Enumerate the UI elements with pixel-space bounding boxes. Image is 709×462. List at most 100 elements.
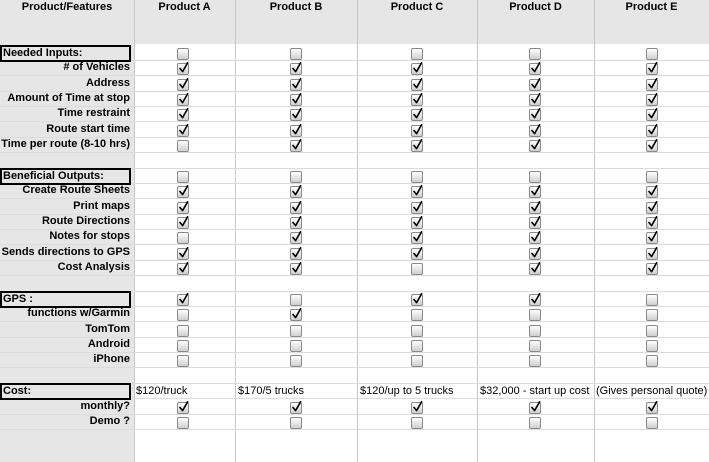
checked-checkbox[interactable] (177, 185, 189, 198)
unchecked-checkbox[interactable] (177, 171, 189, 183)
unchecked-checkbox[interactable] (177, 309, 189, 321)
row-label[interactable]: Address (85, 77, 130, 89)
checked-checkbox[interactable] (411, 139, 423, 152)
unchecked-checkbox[interactable] (411, 263, 423, 275)
checked-checkbox[interactable] (177, 93, 189, 106)
cost-cell-c[interactable]: $120/up to 5 trucks (360, 385, 454, 397)
row-label[interactable]: Time per route (8-10 hrs) (1, 138, 130, 150)
checked-checkbox[interactable] (177, 293, 189, 306)
checked-checkbox[interactable] (177, 216, 189, 229)
cost-cell-b[interactable]: $170/5 trucks (238, 385, 305, 397)
checked-checkbox[interactable] (646, 201, 658, 214)
checked-checkbox[interactable] (177, 78, 189, 91)
unchecked-checkbox[interactable] (290, 355, 302, 367)
checked-checkbox[interactable] (529, 201, 541, 214)
row-label[interactable]: functions w/Garmin (27, 307, 130, 319)
checked-checkbox[interactable] (411, 62, 423, 75)
checked-checkbox[interactable] (290, 231, 302, 244)
unchecked-checkbox[interactable] (411, 355, 423, 367)
unchecked-checkbox[interactable] (646, 48, 658, 60)
row-label[interactable]: Print maps (73, 200, 130, 212)
checked-checkbox[interactable] (646, 262, 658, 275)
checked-checkbox[interactable] (646, 93, 658, 106)
checked-checkbox[interactable] (177, 62, 189, 75)
checked-checkbox[interactable] (290, 262, 302, 275)
unchecked-checkbox[interactable] (646, 309, 658, 321)
checked-checkbox[interactable] (290, 401, 302, 414)
checked-checkbox[interactable] (529, 108, 541, 121)
unchecked-checkbox[interactable] (646, 417, 658, 429)
column-header-features[interactable]: Product/Features (21, 1, 113, 13)
unchecked-checkbox[interactable] (290, 340, 302, 352)
checked-checkbox[interactable] (411, 124, 423, 137)
checked-checkbox[interactable] (290, 247, 302, 260)
row-label[interactable]: iPhone (93, 353, 130, 365)
row-label[interactable]: Sends directions to GPS (1, 246, 130, 258)
checked-checkbox[interactable] (646, 139, 658, 152)
checked-checkbox[interactable] (529, 216, 541, 229)
checked-checkbox[interactable] (529, 139, 541, 152)
section-header[interactable]: Beneficial Outputs: (0, 168, 131, 185)
checked-checkbox[interactable] (646, 185, 658, 198)
column-header-d[interactable]: Product D (509, 1, 562, 13)
checked-checkbox[interactable] (411, 293, 423, 306)
unchecked-checkbox[interactable] (290, 325, 302, 337)
checked-checkbox[interactable] (529, 262, 541, 275)
section-header[interactable]: GPS : (0, 291, 131, 308)
checked-checkbox[interactable] (290, 216, 302, 229)
checked-checkbox[interactable] (529, 185, 541, 198)
unchecked-checkbox[interactable] (177, 140, 189, 152)
unchecked-checkbox[interactable] (177, 325, 189, 337)
unchecked-checkbox[interactable] (646, 294, 658, 306)
unchecked-checkbox[interactable] (646, 171, 658, 183)
unchecked-checkbox[interactable] (411, 340, 423, 352)
checked-checkbox[interactable] (411, 93, 423, 106)
checked-checkbox[interactable] (177, 108, 189, 121)
checked-checkbox[interactable] (290, 308, 302, 321)
checked-checkbox[interactable] (177, 247, 189, 260)
row-label[interactable]: Demo ? (89, 415, 130, 427)
checked-checkbox[interactable] (411, 108, 423, 121)
unchecked-checkbox[interactable] (411, 325, 423, 337)
unchecked-checkbox[interactable] (529, 340, 541, 352)
unchecked-checkbox[interactable] (290, 171, 302, 183)
unchecked-checkbox[interactable] (529, 309, 541, 321)
checked-checkbox[interactable] (411, 401, 423, 414)
checked-checkbox[interactable] (646, 231, 658, 244)
unchecked-checkbox[interactable] (290, 294, 302, 306)
checked-checkbox[interactable] (177, 262, 189, 275)
checked-checkbox[interactable] (529, 247, 541, 260)
checked-checkbox[interactable] (646, 62, 658, 75)
unchecked-checkbox[interactable] (646, 355, 658, 367)
checked-checkbox[interactable] (529, 78, 541, 91)
checked-checkbox[interactable] (177, 124, 189, 137)
row-label[interactable]: Amount of Time at stop (7, 92, 130, 104)
unchecked-checkbox[interactable] (411, 417, 423, 429)
unchecked-checkbox[interactable] (290, 48, 302, 60)
checked-checkbox[interactable] (290, 201, 302, 214)
row-label[interactable]: Cost Analysis (57, 261, 130, 273)
unchecked-checkbox[interactable] (411, 309, 423, 321)
checked-checkbox[interactable] (177, 401, 189, 414)
row-label[interactable]: Notes for stops (49, 230, 130, 242)
unchecked-checkbox[interactable] (646, 325, 658, 337)
checked-checkbox[interactable] (290, 108, 302, 121)
checked-checkbox[interactable] (646, 108, 658, 121)
checked-checkbox[interactable] (290, 93, 302, 106)
unchecked-checkbox[interactable] (529, 355, 541, 367)
row-label[interactable]: # of Vehicles (63, 61, 130, 73)
column-header-a[interactable]: Product A (158, 1, 211, 13)
cost-cell-a[interactable]: $120/truck (136, 385, 188, 397)
checked-checkbox[interactable] (646, 401, 658, 414)
checked-checkbox[interactable] (411, 185, 423, 198)
section-header[interactable]: Needed Inputs: (0, 45, 131, 62)
checked-checkbox[interactable] (529, 401, 541, 414)
checked-checkbox[interactable] (646, 124, 658, 137)
checked-checkbox[interactable] (290, 124, 302, 137)
checked-checkbox[interactable] (646, 78, 658, 91)
checked-checkbox[interactable] (529, 124, 541, 137)
cost-cell-d[interactable]: $32,000 - start up cost (480, 385, 590, 397)
row-label[interactable]: TomTom (85, 323, 130, 335)
cost-cell-e[interactable]: (Gives personal quote) (596, 385, 708, 397)
checked-checkbox[interactable] (411, 216, 423, 229)
